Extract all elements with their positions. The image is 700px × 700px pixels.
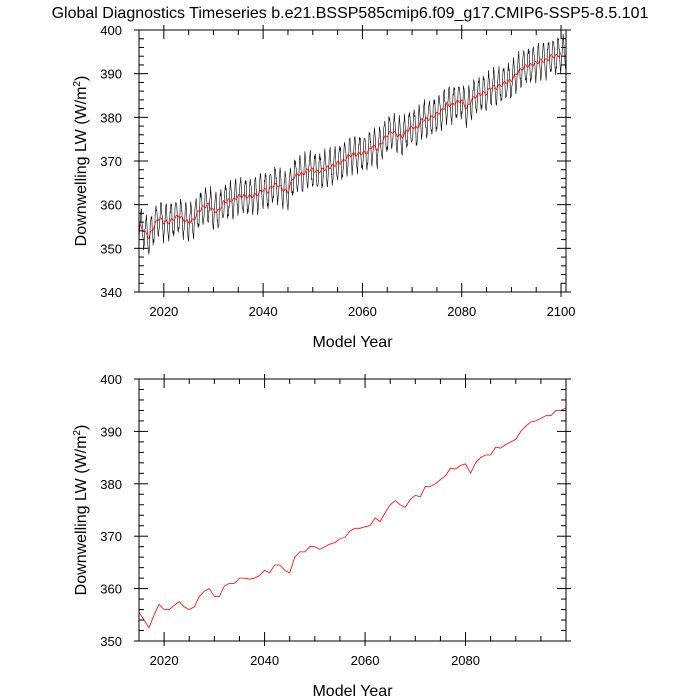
y-tick-label: 400: [100, 23, 122, 38]
y-tick-label: 350: [100, 634, 122, 649]
y-tick-label: 360: [100, 198, 122, 213]
y-tick-label: 370: [100, 529, 122, 544]
bottom-panel: 2020 2040 2060 2080 350 360 370 380 390 400 Model …: [72, 372, 571, 700]
y-tick-label: 380: [100, 477, 122, 492]
y-tick-label: 340: [100, 285, 122, 300]
x-tick-label: 2060: [348, 304, 377, 319]
y-tick-label: 360: [100, 582, 122, 597]
x-tick-label: 2060: [351, 653, 380, 668]
plot-frame: [138, 378, 567, 642]
y-axis-label: Downwelling LW (W/m2): [72, 76, 90, 247]
y-tick-label: 380: [100, 110, 122, 125]
series-line-monthly: [138, 33, 566, 255]
x-axis-label: Model Year: [312, 683, 393, 700]
x-tick-label: 2020: [150, 653, 179, 668]
y-tick-label: 370: [100, 154, 122, 169]
figure-title: Global Diagnostics Timeseries b.e21.BSSP…: [52, 5, 649, 22]
series-line-annual: [138, 407, 567, 629]
x-axis-label: Model Year: [312, 334, 393, 351]
y-tick-label: 390: [100, 424, 122, 439]
x-tick-label: 2080: [451, 653, 480, 668]
x-tick-label: 2080: [447, 304, 476, 319]
y-tick-label: 350: [100, 241, 122, 256]
y-tick-label: 390: [100, 67, 122, 82]
x-tick-label: 2100: [547, 304, 576, 319]
plot-frame: [138, 29, 567, 293]
x-tick-label: 2040: [249, 304, 278, 319]
y-tick-label: 400: [100, 372, 122, 387]
y-axis-label: Downwelling LW (W/m2): [72, 425, 90, 596]
top-panel: 2020 2040 2060 2080 2100 340 350 360 370 380 390 40…: [72, 23, 575, 351]
x-tick-label: 2020: [149, 304, 178, 319]
x-tick-label: 2040: [250, 653, 279, 668]
series-line-smoothed: [138, 52, 562, 239]
